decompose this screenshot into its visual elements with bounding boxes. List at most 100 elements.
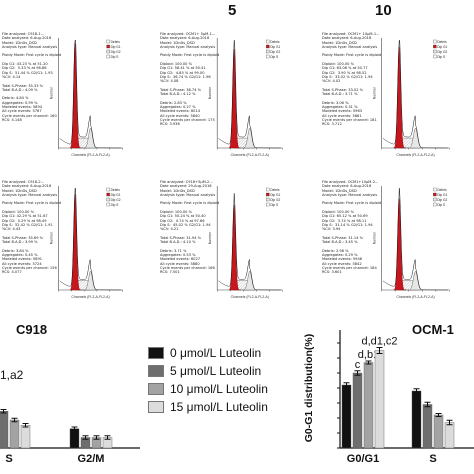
- flow-panel-2: File analyzed: OCM1+ 5μM-1... Date analy…: [158, 28, 306, 166]
- histogram-y-label: Number: [208, 231, 212, 244]
- histogram-legend-label: Dip S: [270, 203, 278, 207]
- category-label: S: [429, 453, 436, 465]
- dose-header-10: 10: [375, 2, 392, 19]
- analysis-report-text: File analyzed: OCM1+10μM-2... Date analy…: [322, 180, 382, 275]
- histogram-legend-label: Dip G1: [111, 45, 121, 49]
- histogram-legend-swatch: [266, 202, 270, 207]
- significance-label: d,d1,c2: [361, 336, 397, 348]
- dip-g1-peak: [393, 46, 406, 149]
- histogram-legend-swatch: [266, 187, 270, 192]
- significance-label: d,b1: [358, 349, 379, 361]
- histogram-legend-label: Debris: [270, 40, 280, 44]
- histogram-legend-label: Dip G2: [437, 50, 447, 54]
- histogram-legend-swatch: [106, 197, 110, 202]
- bar: [0, 411, 9, 449]
- histogram-total-curve: [218, 39, 281, 149]
- histogram-legend-swatch: [433, 39, 437, 44]
- histogram-y-label: Number: [49, 86, 53, 99]
- histogram-legend-swatch: [266, 49, 270, 54]
- histogram-legend-label: Dip G1: [111, 193, 121, 197]
- legend-label-0: 0 μmol/L Luteolin: [170, 346, 262, 360]
- dip-g1-peak: [69, 194, 82, 291]
- bar: [411, 390, 422, 449]
- histogram-total-curve: [382, 187, 448, 291]
- histogram-legend-swatch: [433, 44, 437, 49]
- histogram-total-curve: [382, 39, 448, 149]
- dip-g1-peak: [393, 198, 406, 291]
- histogram-legend-label: Dip G2: [111, 50, 121, 54]
- legend-item-3: 15 μmol/L Luteolin: [148, 400, 268, 414]
- histogram-legend-label: Dip G1: [437, 45, 447, 49]
- cell-line-label-ocm1: OCM-1: [412, 322, 454, 337]
- bar: [444, 422, 455, 449]
- histogram-total-curve: [59, 187, 122, 291]
- cell-line-label-c918: C918: [16, 322, 48, 337]
- analysis-report-text: File analyzed: OCM1+ 10μM-1... Date anal…: [322, 32, 382, 127]
- bar: [433, 414, 444, 449]
- histogram-legend-swatch: [106, 187, 110, 192]
- histogram-total-curve: [59, 39, 122, 149]
- histogram-legend-label: Debris: [437, 188, 447, 192]
- histogram-legend-swatch: [106, 54, 110, 59]
- histogram-x-label: Channels (FL2-A-FL2-A): [71, 153, 109, 157]
- histogram-legend-label: Dip G2: [437, 198, 447, 202]
- histogram-legend-swatch: [266, 192, 270, 197]
- histogram-legend-swatch: [266, 44, 270, 49]
- legend-label-2: 10 μmol/L Luteolin: [170, 382, 268, 396]
- bar-chart-c918: S G2/M: [0, 409, 140, 465]
- legend-item-2: 10 μmol/L Luteolin: [148, 382, 268, 396]
- analysis-report-text: File analyzed: OCM1+ 5μM-1... Date analy…: [160, 32, 220, 127]
- histogram-legend-label: Dip G2: [270, 50, 280, 54]
- analysis-report-text: File analyzed: C918-2... Date analyzed: …: [2, 180, 62, 275]
- histogram-legend-swatch: [106, 202, 110, 207]
- histogram-legend-swatch: [266, 39, 270, 44]
- bar: [69, 428, 80, 449]
- histogram-legend-swatch: [106, 192, 110, 197]
- legend-label-3: 15 μmol/L Luteolin: [170, 400, 268, 414]
- bar: [341, 384, 352, 449]
- legend-swatch-2: [148, 383, 164, 395]
- bar: [374, 350, 385, 449]
- histogram-y-label: Number: [373, 86, 377, 99]
- histogram-y-label: Number: [208, 86, 212, 99]
- bar-chart-ocm1: G0-G1 distribution(%) cd,b1d,d1,c2 G0/G1 S: [303, 330, 474, 465]
- histogram-legend-swatch: [433, 187, 437, 192]
- flow-panel-1: File analyzed: C918-1... Date analyzed: …: [0, 28, 146, 166]
- histogram-legend-label: Dip G2: [270, 198, 280, 202]
- histogram-legend-swatch: [433, 197, 437, 202]
- histogram-x-label: Channels (FL2-A-FL2-A): [396, 153, 434, 157]
- flow-panel-3: File analyzed: OCM1+ 10μM-1... Date anal…: [320, 28, 474, 166]
- significance-label: c: [355, 359, 361, 371]
- histogram-x-label: Channels (FL2-A-FL2-A): [231, 153, 269, 157]
- histogram-legend-label: Dip S: [111, 55, 119, 59]
- bar: [352, 372, 363, 449]
- dip-g1-peak: [69, 43, 82, 149]
- histogram-legend-label: Dip S: [437, 55, 445, 59]
- histogram-legend-label: Dip S: [111, 203, 119, 207]
- flow-panel-6: File analyzed: OCM1+10μM-2... Date analy…: [320, 176, 474, 308]
- histogram-legend-label: Dip G2: [111, 198, 121, 202]
- histogram-legend-label: Dip G1: [270, 45, 280, 49]
- histogram-legend-label: Dip S: [437, 203, 445, 207]
- legend: 0 μmol/L Luteolin 5 μmol/L Luteolin 10 μ…: [148, 346, 288, 446]
- legend-swatch-1: [148, 365, 164, 377]
- histogram-legend-swatch: [433, 192, 437, 197]
- dip-g1-peak: [228, 204, 241, 291]
- histogram-legend-label: Dip G1: [437, 193, 447, 197]
- category-label: S: [5, 453, 12, 465]
- legend-label-1: 5 μmol/L Luteolin: [170, 364, 262, 378]
- bar: [9, 419, 20, 449]
- histogram-legend-label: Debris: [437, 40, 447, 44]
- legend-item-1: 5 μmol/L Luteolin: [148, 364, 261, 378]
- histogram-legend-label: Dip G1: [270, 193, 280, 197]
- bar: [20, 425, 31, 449]
- histogram-x-label: Channels (FL2-A-FL2-A): [231, 295, 269, 299]
- histogram-legend-label: Debris: [270, 188, 280, 192]
- histogram-legend-swatch: [433, 202, 437, 207]
